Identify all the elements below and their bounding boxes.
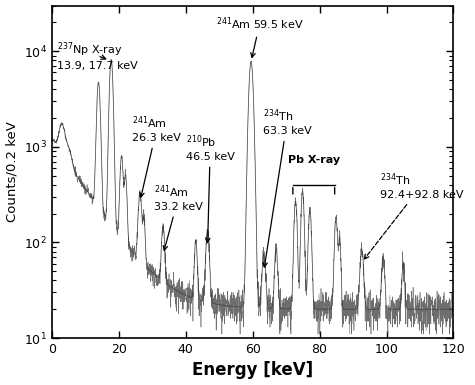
X-axis label: Energy [keV]: Energy [keV] xyxy=(192,362,314,380)
Text: $^{237}$Np X-ray
13.9, 17.7 keV: $^{237}$Np X-ray 13.9, 17.7 keV xyxy=(57,40,138,71)
Y-axis label: Counts/0.2 keV: Counts/0.2 keV xyxy=(6,121,19,222)
Text: $^{241}$Am
26.3 keV: $^{241}$Am 26.3 keV xyxy=(132,115,181,197)
Text: $^{210}$Pb
46.5 keV: $^{210}$Pb 46.5 keV xyxy=(186,134,235,243)
Text: $^{241}$Am
33.2 keV: $^{241}$Am 33.2 keV xyxy=(154,183,203,250)
Text: $^{241}$Am 59.5 keV: $^{241}$Am 59.5 keV xyxy=(216,15,304,57)
Text: Pb X-ray: Pb X-ray xyxy=(288,155,340,165)
Text: $^{234}$Th
92.4+92.8 keV: $^{234}$Th 92.4+92.8 keV xyxy=(364,171,463,259)
Text: $^{234}$Th
63.3 keV: $^{234}$Th 63.3 keV xyxy=(263,108,312,267)
